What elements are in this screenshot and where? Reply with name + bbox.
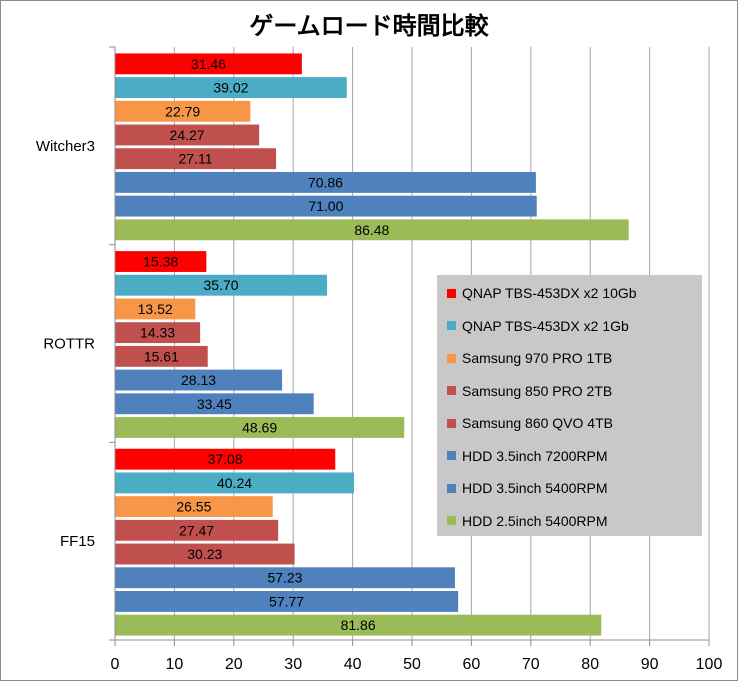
data-label: 40.24 (217, 475, 252, 491)
x-tick-label: 50 (403, 656, 421, 673)
legend-swatch (447, 386, 456, 395)
legend-swatch (447, 288, 456, 298)
legend-label: HDD 3.5inch 5400RPM (462, 480, 608, 496)
legend-item: Samsung 860 QVO 4TB (447, 413, 613, 433)
category-label: Witcher3 (36, 138, 95, 155)
bar (115, 496, 273, 518)
data-label: 14.33 (140, 325, 175, 341)
legend-item: HDD 3.5inch 7200RPM (447, 446, 608, 466)
data-label: 26.55 (176, 499, 211, 515)
bar (115, 345, 208, 367)
legend-label: QNAP TBS-453DX x2 1Gb (462, 317, 629, 334)
legend-swatch (447, 483, 456, 493)
bar (115, 274, 328, 296)
data-label: 30.23 (187, 546, 222, 562)
data-label: 57.77 (269, 593, 304, 609)
data-label: 27.11 (179, 151, 213, 167)
data-label: 35.70 (204, 277, 239, 293)
category-label: ROTTR (43, 336, 95, 353)
x-tick-label: 90 (641, 656, 659, 673)
bar (115, 124, 260, 146)
bar (115, 567, 455, 589)
bar (115, 393, 314, 415)
legend-swatch (447, 516, 456, 525)
legend-item: QNAP TBS-453DX x2 1Gb (447, 316, 629, 336)
legend-label: Samsung 860 QVO 4TB (462, 415, 613, 431)
chart-title: ゲームロード時間比較 (249, 12, 489, 40)
data-label: 81.86 (341, 617, 376, 633)
legend-swatch (447, 451, 456, 460)
x-tick-label: 70 (522, 656, 540, 673)
data-label: 15.38 (143, 254, 178, 270)
data-label: 22.79 (165, 103, 200, 119)
bar (115, 53, 302, 75)
x-tick-label: 40 (344, 656, 362, 673)
data-label: 86.48 (354, 222, 389, 238)
data-label: 57.23 (267, 570, 302, 586)
legend-swatch (447, 353, 456, 363)
bar (115, 171, 536, 193)
data-label: 48.69 (242, 419, 277, 435)
bar (115, 472, 355, 494)
bar (115, 148, 277, 170)
bar (115, 614, 602, 636)
bar (115, 369, 283, 391)
x-tick-label: 80 (581, 656, 599, 673)
legend-item: Samsung 970 PRO 1TB (447, 348, 612, 368)
data-label: 33.45 (197, 396, 232, 412)
legend-swatch (447, 418, 456, 428)
bar (115, 251, 207, 272)
legend-swatch (447, 321, 456, 330)
legend-label: Samsung 850 PRO 2TB (462, 382, 613, 399)
category-label: FF15 (60, 533, 95, 550)
x-tick-label: 30 (284, 656, 302, 673)
bar (115, 543, 295, 565)
bar (115, 417, 405, 438)
data-label: 24.27 (170, 127, 205, 143)
bar (115, 100, 251, 122)
legend-item: HDD 3.5inch 5400RPM (447, 478, 608, 498)
data-label: 31.46 (191, 56, 226, 72)
bar (115, 591, 459, 612)
bar (115, 298, 196, 320)
bar (115, 195, 537, 217)
chart-legend: QNAP TBS-453DX x2 10Gb QNAP TBS-453DX x2 … (437, 275, 702, 536)
data-label: 37.08 (208, 451, 243, 467)
data-label: 28.13 (181, 372, 216, 388)
legend-label: Samsung 970 PRO 1TB (462, 350, 613, 366)
legend-label: QNAP TBS-453DX x2 10Gb (462, 285, 637, 301)
legend-label: HDD 3.5inch 7200RPM (462, 447, 608, 464)
x-tick-label: 0 (111, 656, 120, 673)
x-tick-label: 20 (225, 656, 243, 673)
bar (115, 448, 336, 470)
x-tick-label: 10 (166, 656, 184, 673)
legend-label: HDD 2.5inch 5400RPM (462, 512, 608, 529)
data-label: 13.52 (138, 301, 173, 317)
data-label: 39.02 (213, 80, 248, 96)
data-label: 15.61 (144, 348, 179, 364)
legend-item: Samsung 850 PRO 2TB (447, 381, 612, 401)
bar (115, 77, 347, 98)
data-label: 71.00 (308, 198, 343, 214)
bar (115, 219, 629, 241)
legend-item: QNAP TBS-453DX x2 10Gb (447, 283, 637, 303)
x-tick-label: 60 (463, 656, 481, 673)
data-label: 70.86 (308, 174, 343, 190)
bar (115, 322, 201, 344)
bar (115, 519, 279, 541)
data-label: 27.47 (179, 522, 214, 538)
x-tick-label: 100 (696, 656, 723, 673)
legend-item: HDD 2.5inch 5400RPM (447, 511, 608, 531)
